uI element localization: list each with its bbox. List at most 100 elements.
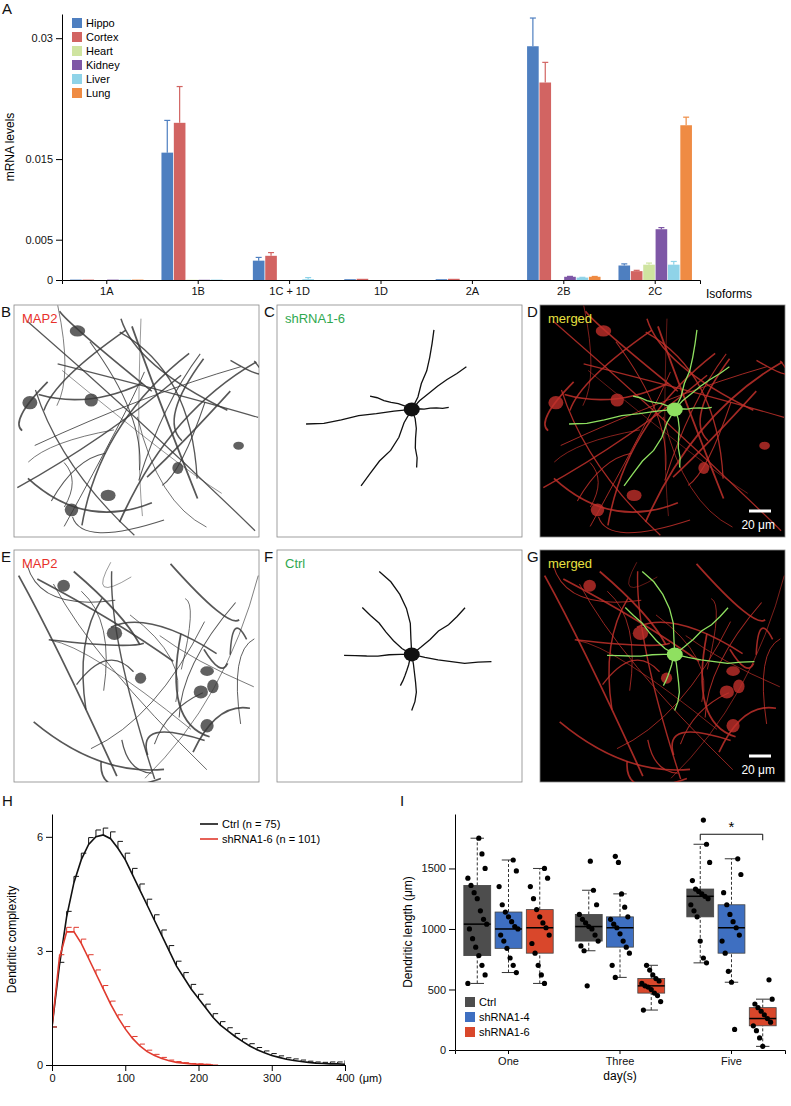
plot-area (52, 828, 345, 1065)
bar (498, 280, 510, 281)
error-bar-cap (213, 1065, 218, 1066)
point (701, 817, 706, 822)
error-bar (646, 263, 652, 265)
x-axis-tick-mark (125, 1065, 126, 1071)
point (752, 1001, 757, 1006)
image-content (543, 305, 785, 535)
error-bar (671, 261, 677, 264)
point (766, 977, 771, 982)
point (500, 902, 505, 907)
neurite (77, 660, 134, 685)
soma (207, 679, 218, 693)
error-bar (74, 927, 79, 932)
y-axis-tick-label: 0 (47, 274, 53, 286)
bar-series (186, 263, 655, 280)
image-content (19, 562, 259, 782)
y-axis-tick-label: 1500 (422, 862, 446, 874)
x-axis-tick-mark (272, 1065, 273, 1071)
point (616, 860, 621, 865)
image-label: MAP2 (22, 556, 57, 571)
image-background (277, 305, 522, 537)
point (483, 866, 488, 871)
neurite (603, 660, 660, 685)
neurite (130, 615, 178, 702)
bar (211, 279, 223, 280)
error-bar (140, 884, 145, 890)
bar (357, 279, 369, 280)
point (754, 1028, 759, 1033)
point (478, 908, 483, 913)
x-axis-tick-label: 1B (191, 285, 204, 297)
error-bar-stem (532, 18, 533, 46)
y-axis-tick-label: 0 (37, 1059, 43, 1071)
neurite (74, 571, 140, 644)
x-axis: 1A1B1C + 1D1D2A2B2C (63, 280, 701, 297)
error-bar (206, 1004, 211, 1008)
neurite (647, 319, 753, 411)
error-bar-stem (95, 830, 96, 837)
error-bar-cap (257, 1047, 262, 1048)
error-bar-cap (177, 961, 182, 962)
neurite (577, 453, 631, 501)
y-axis-tick-label: 1000 (422, 923, 446, 935)
error-bar (177, 87, 183, 123)
dendrite (675, 654, 755, 663)
error-bar-cap (162, 929, 167, 930)
y-axis-tick: 1500 (422, 862, 455, 874)
image-content (344, 571, 491, 710)
neurite (60, 311, 152, 391)
error-bar-cap (96, 829, 101, 830)
legend-swatch (72, 18, 82, 28)
neurite (590, 462, 598, 507)
y-axis-tick-mark (449, 1050, 455, 1051)
y-axis-tick-label: 500 (428, 984, 446, 996)
legend-item: Liver (72, 73, 110, 85)
error-bar (118, 1015, 123, 1018)
error-bar (592, 276, 598, 277)
x-axis-tick: 0 (49, 1065, 55, 1084)
panel-letter: A (2, 0, 12, 17)
neurite (763, 639, 780, 724)
neurite (705, 603, 761, 718)
plot-area (464, 817, 776, 1049)
bar (485, 280, 497, 281)
y-axis-title: Dendritic length (μm) (401, 876, 415, 988)
soma (627, 490, 642, 501)
point (721, 890, 726, 895)
box (718, 856, 745, 1032)
x-axis-tick: One (498, 1050, 519, 1067)
bar-series (107, 228, 667, 280)
point (498, 932, 503, 937)
image-background (277, 550, 522, 782)
point (468, 883, 473, 888)
error-bar-cap (256, 257, 262, 258)
box-body (749, 1008, 776, 1026)
x-axis-tick-mark (472, 280, 473, 284)
neurite (19, 382, 48, 431)
error-bar-cap (646, 262, 652, 263)
neurite (49, 640, 144, 646)
neurite (17, 375, 181, 487)
box (749, 977, 776, 1049)
neurite (584, 364, 784, 418)
legend-swatch (72, 74, 82, 84)
x-axis-tick: 2A (466, 280, 480, 297)
bar (618, 265, 630, 280)
box (607, 854, 634, 980)
neurite (28, 430, 114, 462)
error-bar-cap (125, 853, 130, 854)
x-axis-title: (μm) (359, 1072, 382, 1084)
neurite (64, 372, 144, 527)
median (607, 927, 634, 929)
x-axis-tick-label: 1A (100, 285, 114, 297)
bar (290, 280, 302, 281)
point (693, 886, 698, 891)
error-bar-cap (272, 1053, 277, 1054)
bar (120, 279, 132, 280)
error-bar-cap (74, 927, 79, 928)
error-bar (213, 1014, 218, 1018)
legend-item: Lung (72, 87, 110, 99)
neurite (111, 622, 217, 653)
panel-letter: I (400, 792, 404, 809)
neurite (162, 402, 205, 485)
